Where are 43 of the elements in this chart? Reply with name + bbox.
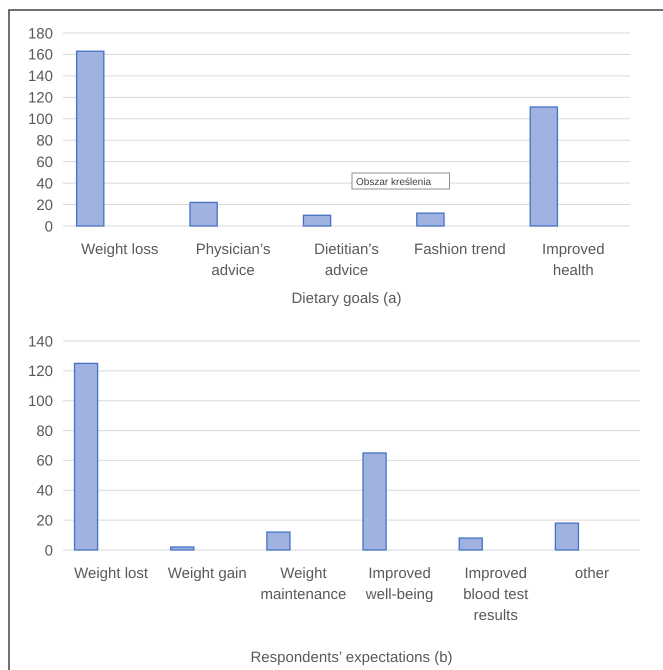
y-tick-label: 80 [36, 422, 53, 440]
y-tick-label: 60 [36, 154, 53, 171]
bar [530, 106, 558, 227]
bar [302, 214, 332, 227]
y-tick-label: 40 [36, 175, 53, 192]
y-tick-label: 20 [36, 196, 53, 214]
annotation: Obszar kreślenia [356, 177, 432, 188]
y-tick-label: 60 [36, 452, 53, 470]
x-tick-label: Physician’s advice [196, 241, 270, 279]
bar [74, 362, 98, 551]
bar [554, 522, 580, 551]
x-tick-label: Improved health [542, 241, 605, 279]
y-tick-label: 0 [44, 542, 53, 560]
x-tick-label: Weight lost [74, 565, 149, 582]
x-axis-title: Respondents’ expectations (b) [250, 649, 453, 666]
y-tick-label: 100 [28, 392, 53, 410]
x-tick-label: other [574, 565, 610, 582]
y-tick-label: 120 [28, 363, 53, 380]
y-tick-label: 140 [28, 333, 53, 350]
x-tick-label: Fashion trend [414, 241, 506, 258]
bar [458, 537, 483, 551]
y-tick-label: 160 [28, 46, 53, 64]
y-tick-label: 40 [36, 482, 53, 500]
bar [416, 212, 445, 227]
y-tick-label: 80 [36, 132, 53, 150]
bar [76, 50, 104, 227]
y-tick-label: 20 [36, 512, 53, 530]
y-tick-label: 120 [28, 90, 53, 107]
x-tick-label: Improved well-being [364, 565, 434, 603]
bar [362, 452, 387, 551]
y-tick-label: 140 [28, 68, 53, 86]
y-tick-label: 100 [28, 111, 53, 128]
x-tick-label: Weight maintenance [260, 565, 346, 603]
x-tick-label: Weight gain [168, 565, 247, 582]
bar [170, 546, 194, 551]
x-tick-label: Weight loss [81, 241, 158, 258]
x-axis-title: Dietary goals (a) [291, 290, 402, 307]
y-tick-label: 180 [28, 25, 53, 42]
x-tick-label: Dietitian’s advice [314, 241, 379, 279]
bar [189, 202, 218, 227]
y-tick-label: 0 [44, 218, 53, 236]
x-tick-label: Improved blood test results [463, 565, 530, 624]
bar [266, 531, 291, 551]
